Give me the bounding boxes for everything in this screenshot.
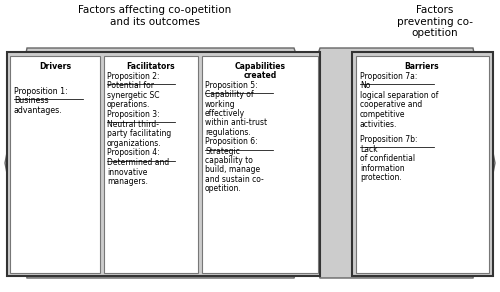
Text: opetition.: opetition. [205,184,242,193]
Text: advantages.: advantages. [14,106,63,115]
Text: party facilitating: party facilitating [107,129,171,138]
Text: innovative: innovative [107,168,148,177]
Bar [7,52,320,276]
Text: Capabilities: Capabilities [234,62,286,71]
Text: Proposition 2:: Proposition 2: [107,72,160,81]
Text: competitive: competitive [360,110,406,119]
Text: Proposition 7a:: Proposition 7a: [360,72,418,81]
Text: protection.: protection. [360,173,402,182]
Text: regulations.: regulations. [205,128,251,137]
Polygon shape [5,48,332,278]
Text: of confidential: of confidential [360,154,415,163]
Bar [202,56,318,273]
Text: operations.: operations. [107,100,150,110]
Text: No: No [360,81,370,90]
Text: Strategic: Strategic [205,147,240,156]
Text: created: created [244,72,276,80]
Bar [104,56,198,273]
Text: capability to: capability to [205,156,253,165]
Text: within anti-trust: within anti-trust [205,118,267,127]
Bar [10,56,100,273]
Text: Barriers: Barriers [404,62,440,71]
Text: Proposition 3:: Proposition 3: [107,110,160,119]
Text: effectively: effectively [205,109,245,118]
Text: Business: Business [14,96,48,105]
Text: Proposition 6:: Proposition 6: [205,137,258,146]
Text: Potential for: Potential for [107,81,154,90]
Text: Neutral third-: Neutral third- [107,120,159,128]
Text: build, manage: build, manage [205,165,260,174]
Text: and sustain co-: and sustain co- [205,175,264,184]
Text: organizations.: organizations. [107,139,162,148]
Text: Facilitators: Facilitators [126,62,176,71]
Bar [356,56,489,273]
Text: Determined and: Determined and [107,158,169,167]
Text: Proposition 1:: Proposition 1: [14,86,68,95]
Text: Drivers: Drivers [39,62,71,71]
Text: information: information [360,164,405,173]
Text: cooperative and: cooperative and [360,100,422,110]
Text: Factors
preventing co-
opetition: Factors preventing co- opetition [397,5,473,38]
Text: Factors affecting co-opetition
and its outcomes: Factors affecting co-opetition and its o… [78,5,232,27]
Text: Proposition 5:: Proposition 5: [205,81,258,90]
Text: Lack: Lack [360,145,378,154]
Bar [352,52,493,276]
Text: Proposition 7b:: Proposition 7b: [360,135,418,144]
Text: Proposition 4:: Proposition 4: [107,148,160,157]
Text: logical separation of: logical separation of [360,91,438,100]
Text: working: working [205,100,236,109]
Text: synergetic SC: synergetic SC [107,91,160,100]
Polygon shape [282,48,495,278]
Text: Capability of: Capability of [205,90,254,99]
Text: activities.: activities. [360,120,398,128]
Text: managers.: managers. [107,177,148,186]
